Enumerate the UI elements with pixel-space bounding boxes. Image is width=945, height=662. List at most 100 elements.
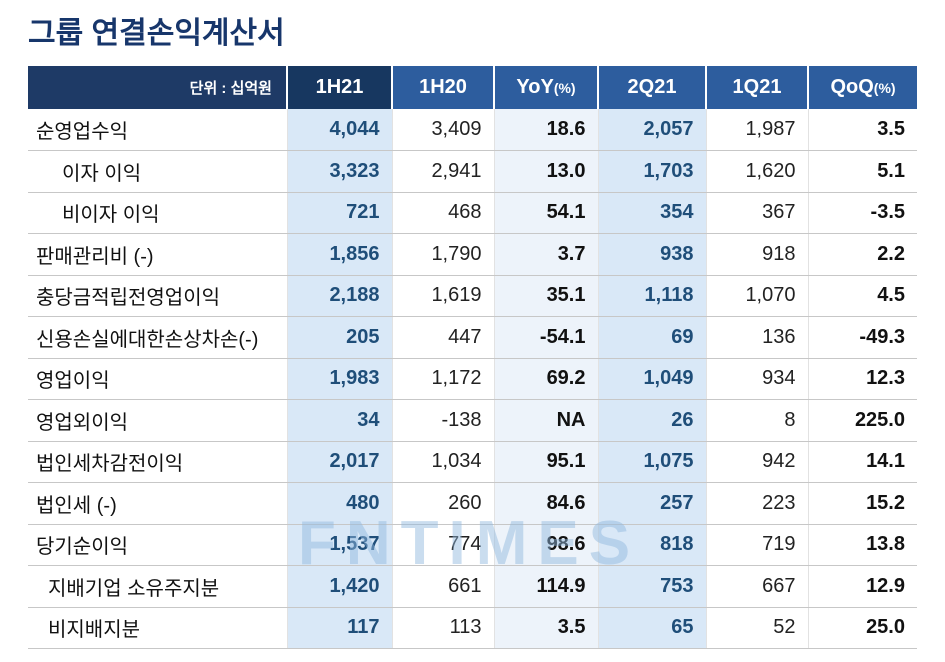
table-cell: 3.7: [493, 233, 598, 276]
table-header: 단위 : 십억원 1H21 1H20 YoY(%) 2Q21 1Q21 QoQ(%): [28, 66, 917, 109]
table-row: 이자 이익 3,323 2,941 13.0 1,703 1,620 5.1: [28, 150, 917, 193]
table-body: 순영업수익 4,044 3,409 18.6 2,057 1,987 3.5 이자 이익 3,3…: [28, 109, 917, 649]
table-cell: 2,941: [391, 150, 494, 193]
table-cell: 753: [597, 565, 706, 608]
table-cell: 223: [705, 482, 808, 525]
table-cell: 1,075: [597, 441, 706, 483]
row-label: 이자 이익: [28, 150, 287, 193]
table-cell: 65: [597, 607, 706, 649]
table-cell: 354: [597, 192, 706, 234]
row-label: 신용손실에대한손상차손(-): [28, 316, 287, 359]
table-cell: 54.1: [493, 192, 598, 234]
row-label: 비지배지분: [28, 607, 287, 649]
table-cell: 15.2: [807, 482, 917, 525]
table-cell: 1,070: [705, 275, 808, 317]
table-cell: 52: [705, 607, 808, 649]
table-row: 순영업수익 4,044 3,409 18.6 2,057 1,987 3.5: [28, 109, 917, 151]
table-cell: 938: [597, 233, 706, 276]
table-cell: -138: [391, 399, 494, 442]
table-row: 법인세 (-) 480 260 84.6 257 223 15.2: [28, 482, 917, 525]
table-row: 비이자 이익 721 468 54.1 354 367 -3.5: [28, 192, 917, 234]
column-header-qoq: QoQ(%): [807, 66, 917, 109]
header-row: 단위 : 십억원 1H21 1H20 YoY(%) 2Q21 1Q21 QoQ(%): [28, 66, 917, 109]
table-row: 충당금적립전영업이익 2,188 1,619 35.1 1,118 1,070 4.5: [28, 275, 917, 317]
column-header-yoy: YoY(%): [493, 66, 598, 109]
table-cell: 447: [391, 316, 494, 359]
row-label: 법인세 (-): [28, 482, 287, 525]
table-cell: 95.1: [493, 441, 598, 483]
table-cell: 260: [391, 482, 494, 525]
table-cell: 1,420: [286, 565, 392, 608]
table-row: 법인세차감전이익 2,017 1,034 95.1 1,075 942 14.1: [28, 441, 917, 483]
table-cell: 942: [705, 441, 808, 483]
table-cell: 3,409: [391, 109, 494, 151]
table-cell: 18.6: [493, 109, 598, 151]
table-cell: 3.5: [807, 109, 917, 151]
row-label: 법인세차감전이익: [28, 441, 287, 483]
table-cell: 1,620: [705, 150, 808, 193]
table-cell: -49.3: [807, 316, 917, 359]
table-cell: 774: [391, 524, 494, 566]
table-cell: 4.5: [807, 275, 917, 317]
table-row: 신용손실에대한손상차손(-) 205 447 -54.1 69 136 -49.3: [28, 316, 917, 359]
table-cell: 1,537: [286, 524, 392, 566]
table-cell: 721: [286, 192, 392, 234]
table-cell: 12.3: [807, 358, 917, 400]
table-cell: 1,172: [391, 358, 494, 400]
table-cell: 25.0: [807, 607, 917, 649]
table-cell: 117: [286, 607, 392, 649]
table-row: 비지배지분 117 113 3.5 65 52 25.0: [28, 607, 917, 649]
table-cell: NA: [493, 399, 598, 442]
table-cell: 1,703: [597, 150, 706, 193]
table-cell: 480: [286, 482, 392, 525]
table-cell: 5.1: [807, 150, 917, 193]
table-cell: 13.8: [807, 524, 917, 566]
table-cell: 1,987: [705, 109, 808, 151]
table-cell: 1,856: [286, 233, 392, 276]
table-cell: 3.5: [493, 607, 598, 649]
table-cell: 934: [705, 358, 808, 400]
row-label: 지배기업 소유주지분: [28, 565, 287, 608]
table-cell: 205: [286, 316, 392, 359]
table-cell: 918: [705, 233, 808, 276]
table-cell: 26: [597, 399, 706, 442]
table-cell: 2,057: [597, 109, 706, 151]
row-label: 당기순이익: [28, 524, 287, 566]
table-cell: 2.2: [807, 233, 917, 276]
table-cell: -3.5: [807, 192, 917, 234]
table-cell: 8: [705, 399, 808, 442]
table-cell: -54.1: [493, 316, 598, 359]
table-cell: 1,118: [597, 275, 706, 317]
table-cell: 1,049: [597, 358, 706, 400]
table-cell: 257: [597, 482, 706, 525]
table-cell: 468: [391, 192, 494, 234]
table-cell: 69: [597, 316, 706, 359]
income-statement-table: 단위 : 십억원 1H21 1H20 YoY(%) 2Q21 1Q21 QoQ(%) 순영업…: [28, 66, 917, 649]
row-label: 충당금적립전영업이익: [28, 275, 287, 317]
table-cell: 98.6: [493, 524, 598, 566]
table-cell: 1,790: [391, 233, 494, 276]
table-cell: 818: [597, 524, 706, 566]
table-cell: 1,034: [391, 441, 494, 483]
table-row: 당기순이익 1,537 774 98.6 818 719 13.8: [28, 524, 917, 566]
row-label: 비이자 이익: [28, 192, 287, 234]
table-row: 판매관리비 (-) 1,856 1,790 3.7 938 918 2.2: [28, 233, 917, 276]
table-cell: 667: [705, 565, 808, 608]
table-cell: 661: [391, 565, 494, 608]
page-title: 그룹 연결손익계산서: [28, 17, 285, 50]
table-cell: 3,323: [286, 150, 392, 193]
table-cell: 113: [391, 607, 494, 649]
table-cell: 2,017: [286, 441, 392, 483]
row-label: 순영업수익: [28, 109, 287, 151]
table-cell: 1,983: [286, 358, 392, 400]
table-cell: 136: [705, 316, 808, 359]
table-cell: 719: [705, 524, 808, 566]
table-cell: 225.0: [807, 399, 917, 442]
table-cell: 367: [705, 192, 808, 234]
table-cell: 1,619: [391, 275, 494, 317]
table-row: 영업이익 1,983 1,172 69.2 1,049 934 12.3: [28, 358, 917, 400]
table-cell: 35.1: [493, 275, 598, 317]
table-row: 영업외이익 34 -138 NA 26 8 225.0: [28, 399, 917, 442]
row-label: 영업이익: [28, 358, 287, 400]
table-cell: 14.1: [807, 441, 917, 483]
